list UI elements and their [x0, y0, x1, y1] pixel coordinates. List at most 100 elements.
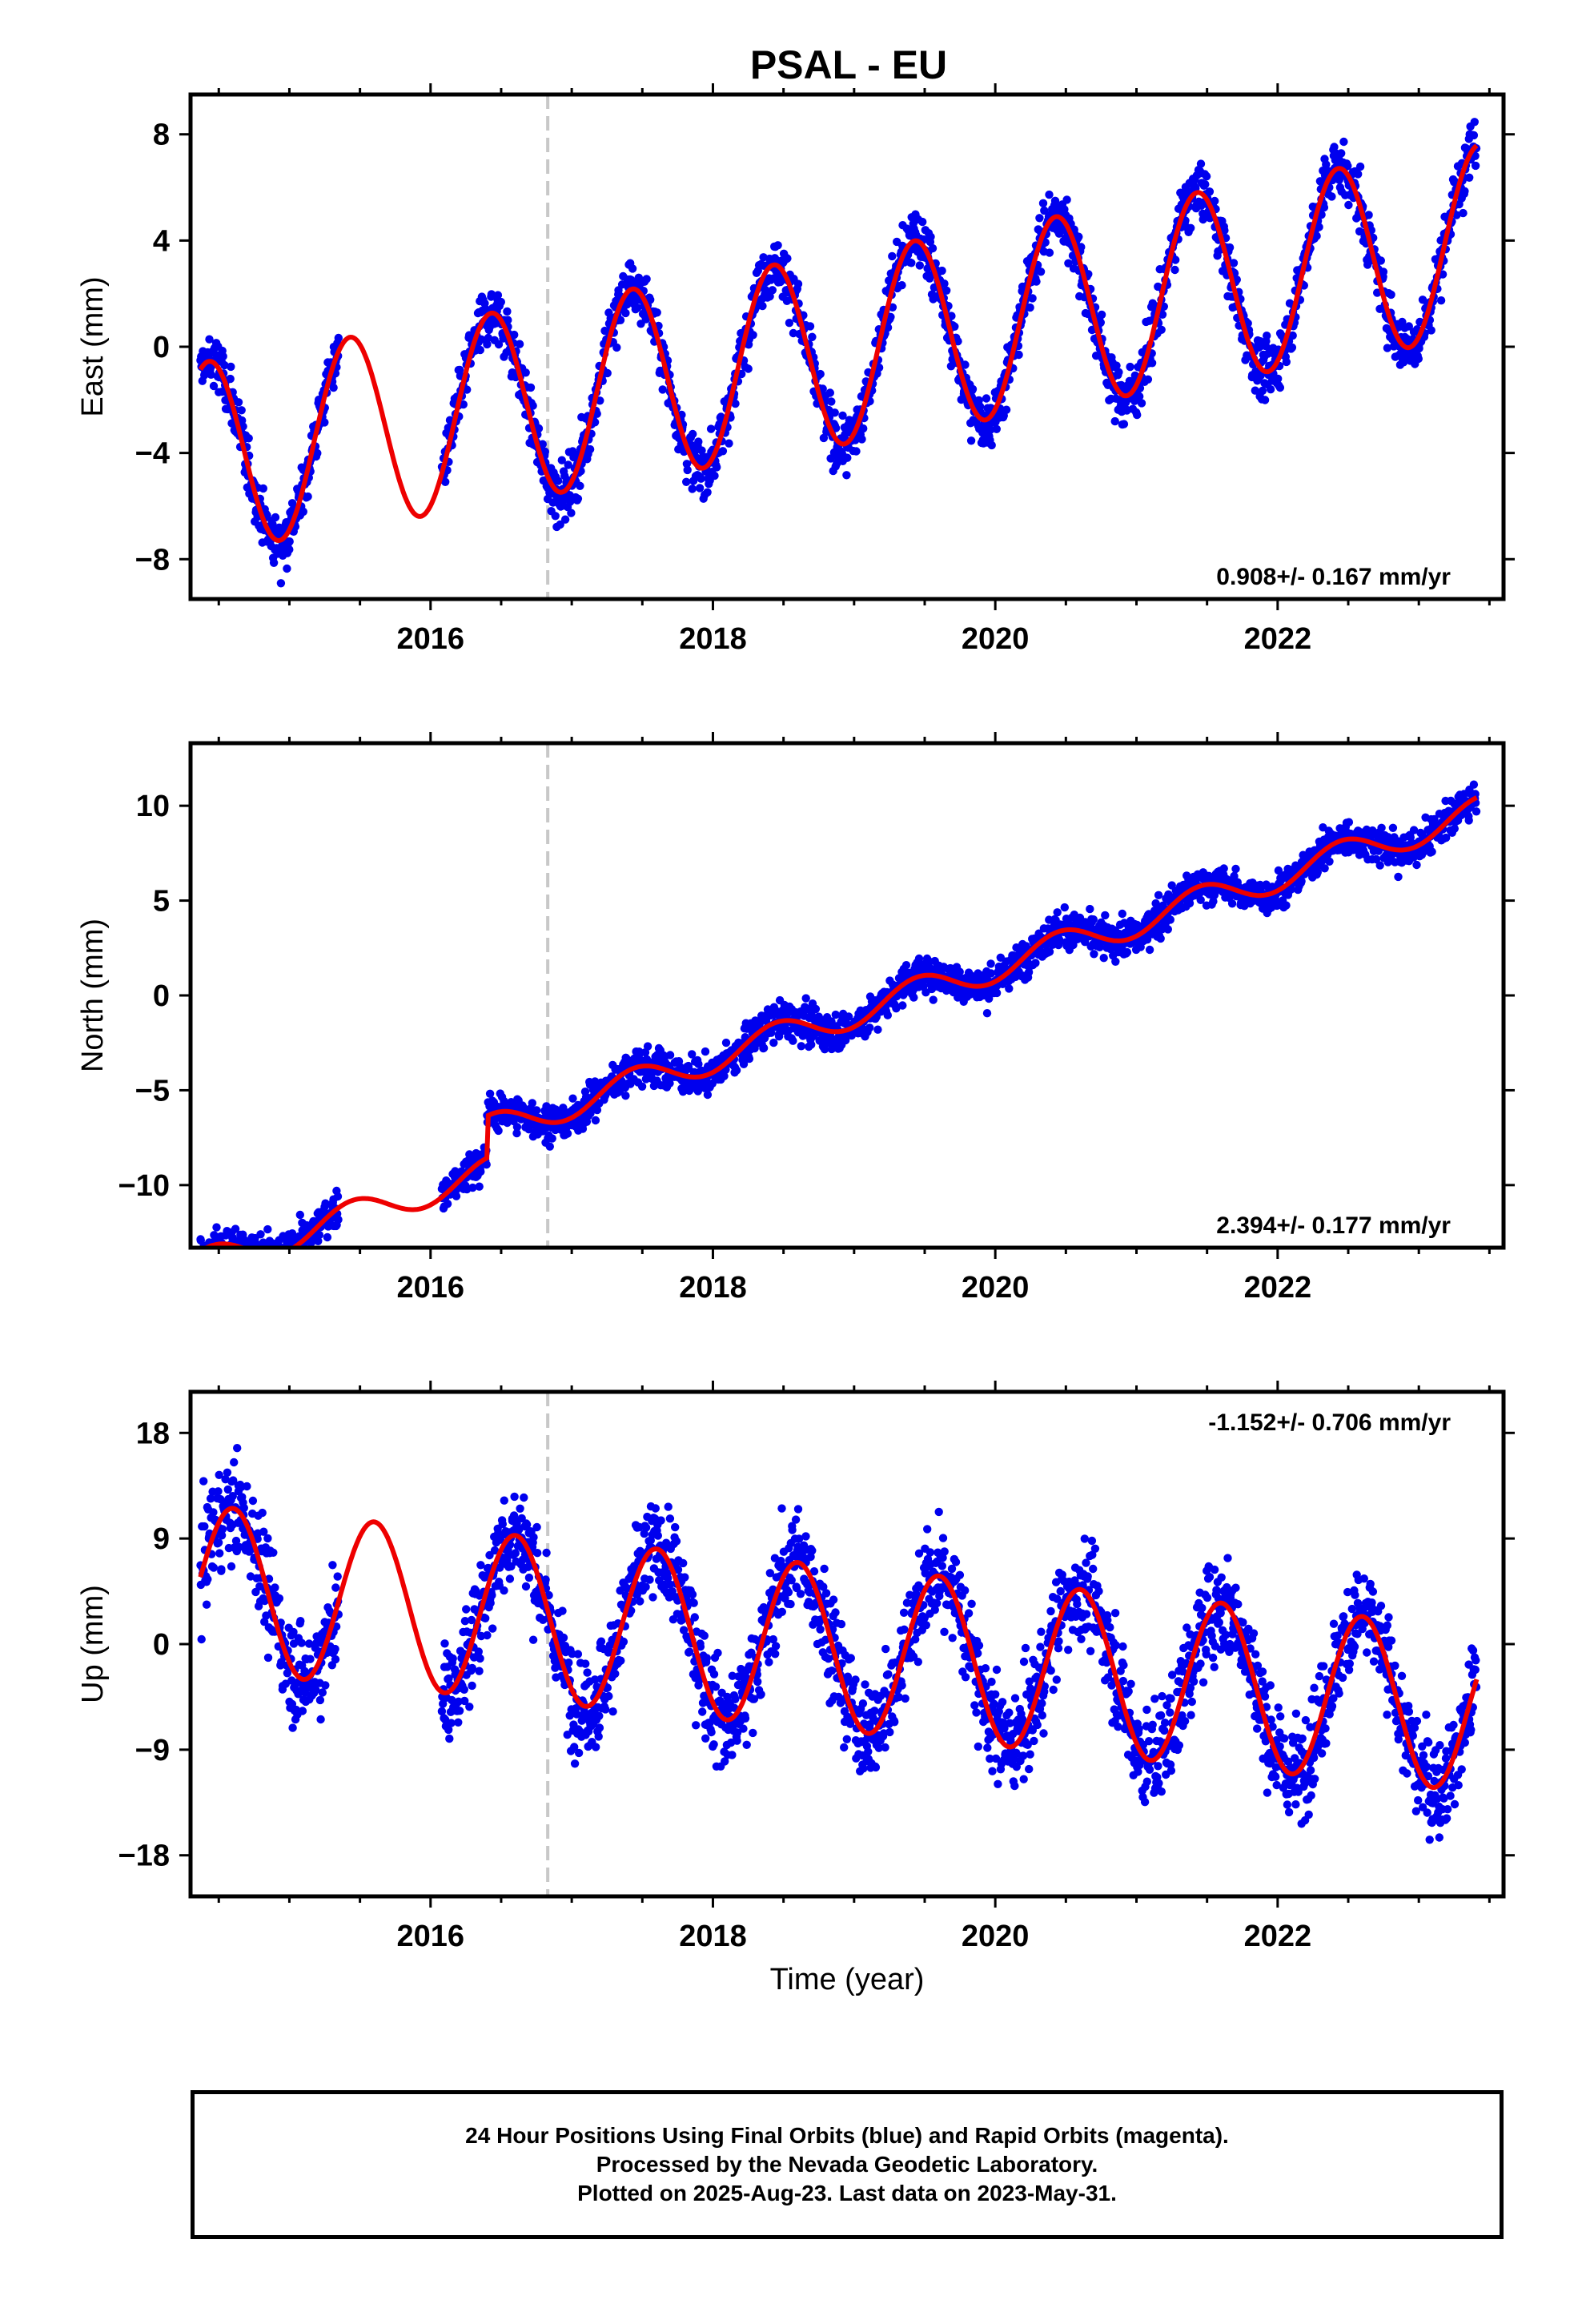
data-point	[231, 1224, 240, 1233]
data-point	[1225, 243, 1235, 252]
data-point	[209, 1508, 218, 1517]
data-point	[898, 1001, 907, 1010]
data-point	[1110, 416, 1119, 426]
data-point	[239, 1503, 248, 1513]
data-point	[271, 1253, 279, 1261]
data-point	[568, 1094, 577, 1103]
data-point	[968, 384, 978, 394]
data-point	[1427, 847, 1436, 856]
chart-title: PSAL - EU	[750, 42, 947, 87]
data-point	[1026, 303, 1034, 312]
data-point	[617, 280, 627, 289]
data-point	[257, 1249, 265, 1257]
data-point	[223, 404, 232, 414]
data-point	[217, 1531, 227, 1540]
data-point	[874, 363, 884, 372]
data-point	[215, 1256, 223, 1264]
data-point	[1325, 857, 1334, 866]
data-point	[334, 1215, 343, 1224]
data-point	[929, 995, 938, 1004]
data-point	[291, 1256, 299, 1265]
data-point	[986, 959, 995, 968]
data-point	[1062, 195, 1071, 204]
data-point	[918, 217, 927, 227]
data-point	[942, 286, 951, 295]
data-point	[207, 1263, 215, 1271]
data-point	[226, 374, 235, 384]
data-point	[1388, 823, 1398, 833]
data-point	[1371, 854, 1381, 864]
data-point	[232, 1250, 240, 1258]
data-point	[263, 1534, 272, 1543]
data-point	[1287, 885, 1296, 894]
data-point	[289, 1263, 297, 1271]
data-point	[1436, 296, 1446, 305]
data-point	[1166, 915, 1175, 924]
data-point	[303, 492, 312, 501]
data-point	[1379, 267, 1388, 276]
data-point	[1126, 362, 1134, 372]
data-point	[253, 1251, 261, 1259]
x-tick-label: 2016	[397, 622, 465, 656]
data-point	[528, 401, 537, 410]
data-point	[1091, 352, 1101, 360]
data-point	[1163, 925, 1173, 934]
data-point	[873, 1025, 882, 1034]
data-point	[1297, 877, 1306, 886]
data-point	[220, 360, 229, 370]
y-tick-label: 0	[153, 331, 170, 364]
data-point	[739, 1059, 749, 1069]
data-point	[1196, 159, 1206, 168]
data-point	[1409, 826, 1419, 834]
data-point	[694, 1059, 703, 1068]
data-point	[532, 1106, 541, 1115]
data-point	[202, 1256, 210, 1265]
data-point	[769, 1038, 778, 1047]
data-point	[938, 266, 946, 275]
data-point	[512, 1128, 521, 1138]
data-point	[1060, 903, 1070, 912]
data-point	[280, 1251, 288, 1259]
data-point	[267, 1252, 275, 1260]
data-point	[218, 1525, 227, 1534]
data-point	[1394, 872, 1403, 882]
data-point	[559, 1104, 568, 1112]
data-point	[1355, 162, 1365, 171]
data-point	[710, 471, 719, 480]
data-point	[1287, 343, 1297, 352]
y-tick-label: −4	[135, 437, 170, 471]
data-point	[276, 579, 286, 588]
data-point	[758, 301, 767, 311]
data-point	[1322, 160, 1331, 169]
y-tick-label: 4	[153, 224, 170, 258]
y-axis-label-north: North (mm)	[76, 919, 110, 1072]
data-point	[1406, 833, 1415, 842]
data-point	[1157, 325, 1166, 334]
data-point	[1320, 864, 1329, 873]
data-point	[1133, 410, 1142, 420]
data-point	[1327, 192, 1336, 201]
data-point	[320, 418, 329, 427]
data-point	[612, 343, 621, 352]
data-point	[825, 388, 835, 397]
data-point	[628, 264, 637, 273]
y-tick-label: −5	[135, 1074, 170, 1108]
y-tick-label: 10	[136, 790, 170, 823]
data-point	[576, 481, 584, 490]
data-point	[986, 425, 995, 434]
model-line-north	[201, 795, 1478, 1248]
data-point	[1442, 833, 1451, 842]
data-point	[323, 1232, 332, 1242]
data-point	[540, 447, 549, 456]
data-point	[560, 515, 570, 524]
data-point	[1112, 361, 1121, 370]
model-line-east	[198, 143, 1479, 544]
data-point	[1471, 161, 1480, 171]
data-points-east	[196, 118, 1481, 588]
data-point	[545, 1142, 554, 1151]
data-point	[892, 1004, 901, 1013]
data-point	[334, 333, 343, 343]
data-point	[635, 1047, 644, 1056]
data-point	[721, 1038, 731, 1047]
data-point	[272, 1249, 280, 1257]
